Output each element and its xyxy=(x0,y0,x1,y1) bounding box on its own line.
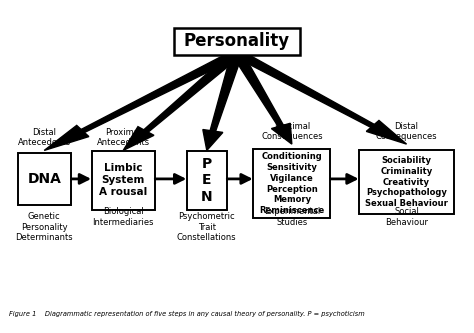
FancyBboxPatch shape xyxy=(18,153,71,205)
FancyBboxPatch shape xyxy=(359,150,454,214)
FancyBboxPatch shape xyxy=(187,151,227,210)
Text: Biological
Intermediaries: Biological Intermediaries xyxy=(92,207,154,227)
Text: Figure 1    Diagrammatic representation of five steps in any causal theory of pe: Figure 1 Diagrammatic representation of … xyxy=(9,310,365,316)
Text: Limbic
System
A rousal: Limbic System A rousal xyxy=(99,164,147,197)
FancyBboxPatch shape xyxy=(254,149,330,218)
Polygon shape xyxy=(210,52,243,132)
Polygon shape xyxy=(232,52,283,127)
Polygon shape xyxy=(81,50,240,133)
Text: Proximal
Antecedents: Proximal Antecedents xyxy=(97,128,150,147)
Text: Distal
Antecedents: Distal Antecedents xyxy=(18,128,71,147)
Text: Proximal
Consequences: Proximal Consequences xyxy=(261,122,323,141)
Text: Personality: Personality xyxy=(184,32,290,50)
Text: DNA: DNA xyxy=(27,172,61,186)
Polygon shape xyxy=(123,127,154,151)
FancyBboxPatch shape xyxy=(92,151,155,210)
Text: Psychometric
Trait
Constellations: Psychometric Trait Constellations xyxy=(177,212,237,242)
FancyBboxPatch shape xyxy=(174,28,300,55)
Text: Social
Behaviour: Social Behaviour xyxy=(385,207,428,227)
Text: Experimental
Studies: Experimental Studies xyxy=(264,207,320,227)
Polygon shape xyxy=(234,50,374,128)
Text: Genetic
Personality
Determinants: Genetic Personality Determinants xyxy=(16,212,73,242)
Text: Distal
Consequences: Distal Consequences xyxy=(376,122,438,141)
Text: Sociability
Criminality
Creativity
Psychopathology
Sexual Behaviour: Sociability Criminality Creativity Psych… xyxy=(365,156,448,208)
Polygon shape xyxy=(44,126,89,151)
Polygon shape xyxy=(144,51,241,132)
Text: P
E
N: P E N xyxy=(201,157,213,204)
Text: Conditioning
Sensitivity
Vigilance
Perception
Memory
Reminiscence: Conditioning Sensitivity Vigilance Perce… xyxy=(259,152,324,215)
Polygon shape xyxy=(203,130,223,151)
Polygon shape xyxy=(366,121,407,144)
Polygon shape xyxy=(272,123,292,144)
